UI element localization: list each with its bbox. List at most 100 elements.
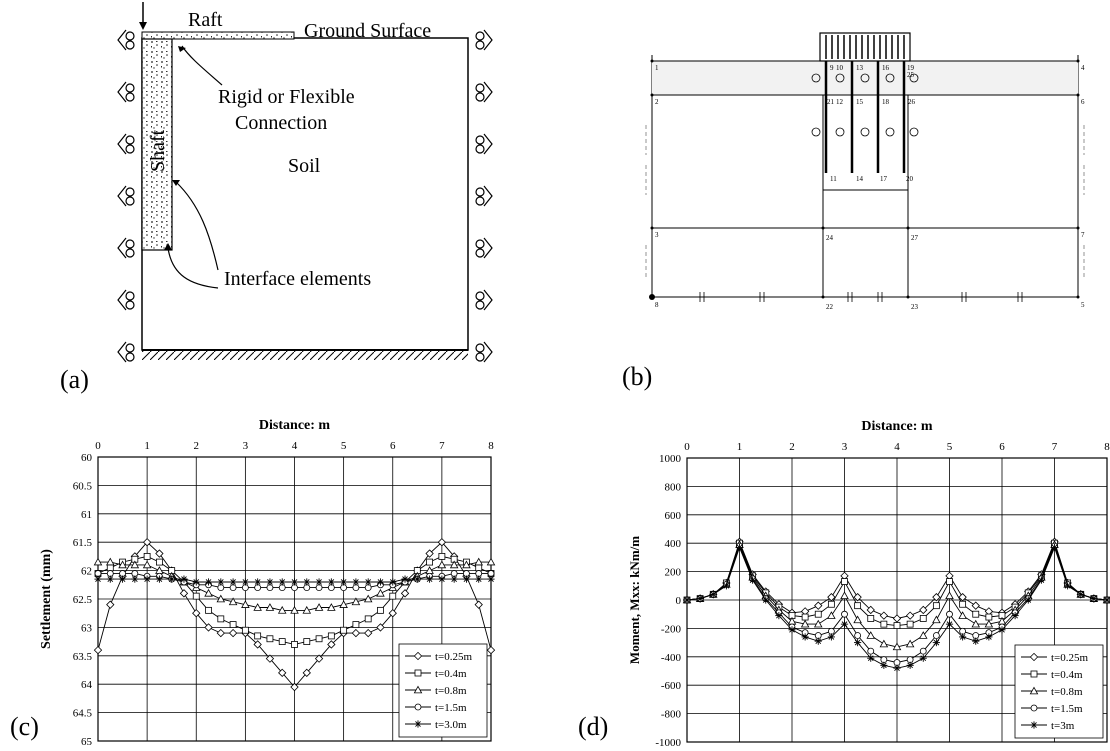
c-point-4-27: [425, 575, 434, 583]
d-point-1-21: [959, 600, 967, 608]
d-point-2-9: [800, 619, 810, 628]
d-ytick-4: 200: [665, 567, 682, 579]
panel-b-label: (b): [622, 362, 653, 391]
d-ytick-1: 800: [665, 481, 682, 493]
c-point-2-11: [228, 597, 238, 606]
c-point-0-5: [155, 549, 164, 558]
c-point-2-0: [93, 557, 103, 566]
c-point-2-12: [241, 600, 250, 608]
d-point-4-29: [1064, 582, 1072, 590]
d-point-0-17: [905, 611, 915, 620]
d-point-2-16: [892, 642, 902, 651]
d-point-2-13: [853, 615, 862, 624]
c-frame: [97, 456, 492, 742]
d-ytick-9: -800: [661, 709, 682, 721]
d-xtick-8: 8: [1104, 441, 1110, 453]
d-point-4-1: [696, 594, 704, 603]
d-point-2-21: [958, 611, 967, 619]
node-17: 17: [880, 175, 888, 183]
node-25: 25: [907, 71, 915, 79]
d-point-4-4: [735, 543, 744, 552]
c-xtick-2: 2: [194, 440, 200, 452]
c-legend-label-2: t=0.8m: [435, 685, 467, 697]
c-point-4-4: [143, 575, 151, 583]
c-xtick-6: 6: [390, 440, 396, 452]
c-point-1-18: [315, 635, 323, 643]
d-point-0-10: [814, 601, 823, 610]
d-xtick-0: 0: [684, 441, 690, 453]
c-point-0-17: [302, 668, 311, 678]
c-point-1-17: [303, 638, 311, 646]
c-point-2-23: [376, 588, 385, 597]
d-xtick-3: 3: [842, 441, 848, 453]
d-legend-marker-3: [1030, 704, 1038, 712]
d-point-3-12: [841, 610, 848, 618]
d-legend-marker-2: [1029, 686, 1039, 695]
c-ytick-5: 62.5: [73, 594, 93, 606]
d-point-4-24: [998, 626, 1006, 634]
d-legend-marker-0: [1029, 652, 1039, 662]
c-point-1-27: [426, 558, 433, 566]
d-point-4-7: [775, 612, 783, 620]
c-point-4-32: [487, 575, 495, 583]
d-point-1-10: [814, 610, 822, 618]
c-point-2-22: [363, 594, 373, 603]
c-xtick-7: 7: [439, 440, 445, 452]
c-legend-label-3: t=1.5m: [435, 702, 467, 714]
node-4: 4: [1081, 64, 1085, 72]
c-legend-marker-4: [414, 720, 422, 728]
d-point-4-11: [827, 633, 835, 641]
c-point-1-1: [106, 564, 114, 572]
d-point-4-32: [1103, 596, 1110, 604]
d-point-2-11: [827, 611, 836, 619]
d-point-4-10: [814, 637, 822, 645]
d-point-4-6: [762, 596, 770, 604]
c-point-4-18: [315, 578, 323, 586]
c-ytick-7: 63.5: [73, 651, 93, 663]
d-point-2-22: [971, 619, 981, 628]
c-legend: t=0.25m t=0.4m t=0.8m t=1.5m t=3.0m: [398, 643, 488, 738]
connection-label-2: Connection: [235, 112, 327, 134]
c-point-2-10: [216, 594, 226, 603]
node-27: 27: [911, 234, 919, 242]
d-legend-marker-1: [1030, 670, 1038, 678]
c-point-0-9: [204, 623, 213, 632]
c-point-1-11: [229, 621, 237, 628]
node-26: 26: [908, 98, 916, 106]
panel-b-mesh: 1 2 3 4 5 6 7 8 9 10 11 12 13 14 15 16 1…: [645, 32, 1085, 311]
c-point-2-31: [474, 557, 483, 566]
c-point-4-6: [168, 575, 176, 583]
c-legend-label-4: t=3.0m: [435, 719, 467, 731]
node-15: 15: [856, 98, 864, 106]
c-point-4-20: [340, 578, 348, 586]
d-point-4-13: [854, 639, 862, 647]
ground-surface-label: Ground Surface: [304, 20, 431, 42]
d-legend: t=0.25m t=0.4m t=0.8m t=1.5m t=3m: [1014, 644, 1104, 739]
node-21: 21: [827, 98, 835, 106]
node-1: 1: [655, 64, 659, 72]
c-point-1-10: [217, 615, 225, 623]
d-point-1-15: [880, 620, 888, 628]
d-point-0-19: [932, 592, 941, 602]
c-point-2-29: [449, 560, 459, 569]
raft-label: Raft: [188, 9, 223, 31]
c-ytick-1: 60.5: [73, 480, 93, 492]
d-point-4-28: [1050, 543, 1059, 552]
c-legend-marker-1: [414, 669, 422, 677]
d-ytick-5: 0: [676, 595, 682, 607]
d-point-1-20: [946, 578, 953, 585]
d-legend-label-1: t=0.4m: [1051, 669, 1083, 681]
d-point-2-17: [905, 639, 915, 648]
c-point-0-31: [474, 600, 483, 609]
c-point-4-0: [94, 575, 102, 583]
node-5: 5: [1081, 301, 1085, 309]
node-13: 13: [856, 64, 864, 72]
d-point-2-19: [932, 615, 941, 624]
d-point-0-15: [879, 611, 889, 620]
node-19: 19: [907, 64, 915, 72]
c-ytick-2: 61: [81, 509, 92, 521]
d-point-4-0: [683, 596, 691, 604]
c-point-2-1: [106, 557, 115, 566]
node-3: 3: [655, 231, 659, 239]
c-point-4-26: [413, 575, 421, 583]
